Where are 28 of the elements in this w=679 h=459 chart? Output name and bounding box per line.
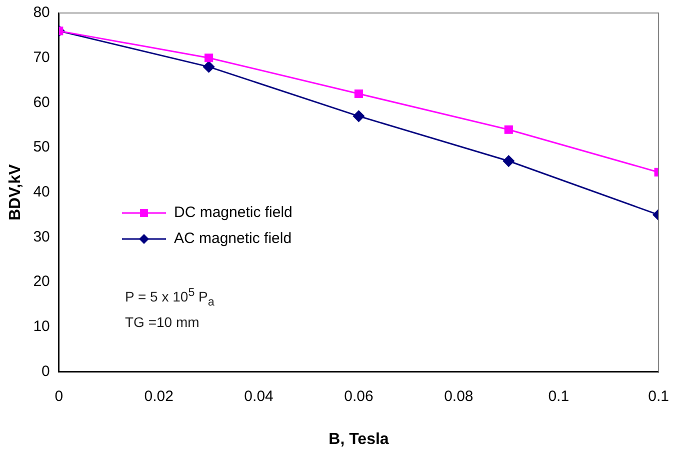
y-tick-label: 0 <box>42 362 50 380</box>
annotation: TG =10 mm <box>125 313 200 332</box>
point <box>354 89 364 98</box>
x-tick-label: 0.1 <box>548 388 570 405</box>
y-tick-label: 70 <box>33 48 50 66</box>
point <box>504 125 513 134</box>
y-tick-label: 10 <box>33 318 50 336</box>
x-tick-label: 0.1 <box>648 388 670 405</box>
x-axis-title: B, Tesla <box>328 430 389 448</box>
point <box>502 155 514 167</box>
legend-label: AC magnetic field <box>174 229 292 249</box>
x-tick-label: 0.02 <box>144 388 174 405</box>
point <box>352 110 364 122</box>
point <box>203 61 215 73</box>
annotation: P = 5 x 10$^{5}$ P$_{a}$ <box>125 285 214 310</box>
x-tick-label: 0.08 <box>444 388 474 405</box>
x-tick-label: 0.04 <box>244 388 274 405</box>
y-tick-label: 50 <box>33 138 50 156</box>
y-tick-label: 20 <box>33 273 50 290</box>
y-tick-label: 40 <box>33 184 50 201</box>
y-tick-label: 30 <box>33 228 50 246</box>
y-axis-title: BDV,kV <box>7 164 24 221</box>
x-tick-label: 0 <box>54 388 64 405</box>
y-tick-label: 80 <box>33 4 50 22</box>
legend-label: DC magnetic field <box>174 203 292 223</box>
point <box>204 54 214 62</box>
x-tick-label: 0.06 <box>344 388 374 405</box>
y-tick-label: 60 <box>33 94 50 111</box>
